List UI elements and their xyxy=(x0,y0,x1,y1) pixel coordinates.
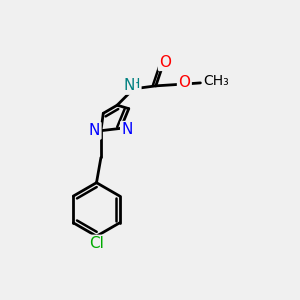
Text: N: N xyxy=(123,78,135,93)
Text: N: N xyxy=(89,123,100,138)
Text: O: O xyxy=(178,75,190,90)
Text: N: N xyxy=(122,122,133,137)
Text: H: H xyxy=(130,77,140,91)
Text: CH₃: CH₃ xyxy=(203,74,229,88)
Text: Cl: Cl xyxy=(89,236,104,251)
Text: O: O xyxy=(159,55,171,70)
